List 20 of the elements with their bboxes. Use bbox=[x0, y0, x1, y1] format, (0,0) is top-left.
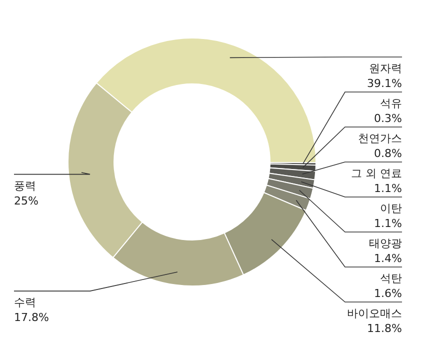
slice-label: 석유 bbox=[380, 97, 402, 110]
data-label: 11.8% bbox=[367, 322, 402, 335]
slice-label: 수력 bbox=[14, 296, 36, 310]
data-label: 39.1% bbox=[367, 77, 402, 90]
data-label: 1.6% bbox=[374, 287, 402, 300]
slice-label: 천연가스 bbox=[358, 132, 402, 145]
data-label: 0.3% bbox=[374, 112, 402, 125]
slice-label: 원자력 bbox=[369, 62, 402, 75]
data-label: 1.1% bbox=[374, 182, 402, 195]
slice-label: 석탄 bbox=[380, 272, 402, 285]
data-label: 0.8% bbox=[374, 147, 402, 160]
data-label: 1.1% bbox=[374, 217, 402, 230]
slice-label: 풍력 bbox=[14, 179, 36, 192]
data-label: 17.8% bbox=[14, 311, 49, 324]
slice-label: 이탄 bbox=[380, 202, 402, 215]
slice-label: 태양광 bbox=[369, 237, 402, 250]
data-label: 25% bbox=[14, 194, 38, 208]
slice-label: 그 외 연료 bbox=[351, 167, 402, 180]
slice-label: 바이오매스 bbox=[347, 307, 402, 320]
data-label: 1.4% bbox=[374, 252, 402, 265]
